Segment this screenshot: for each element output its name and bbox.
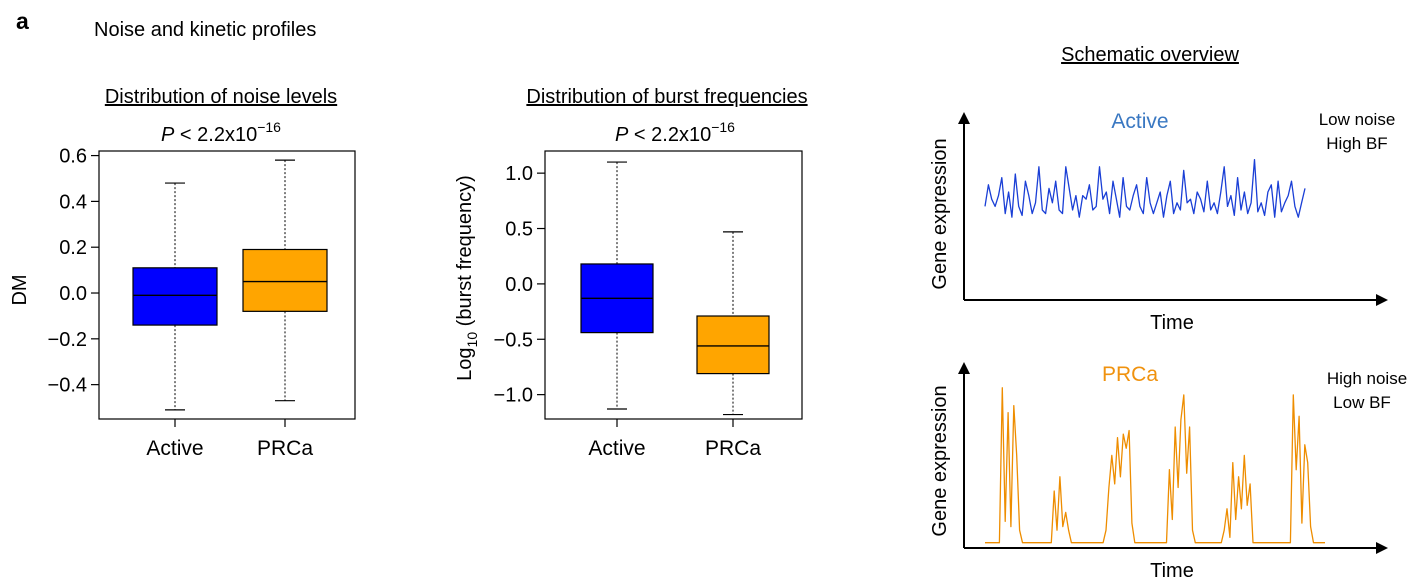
pvalue-burst-frequencies: P < 2.2x10−16 xyxy=(615,119,735,146)
box-active xyxy=(132,267,218,326)
note-line2-active: High BF xyxy=(1326,134,1387,153)
series-line-prca xyxy=(985,387,1325,544)
ylabel-rest: (burst frequency) xyxy=(454,175,476,332)
y-axis-label-active: Gene expression xyxy=(929,138,951,289)
y-tick-label: 1.0 xyxy=(505,163,533,185)
chart-title-burst-frequencies: Distribution of burst frequencies xyxy=(526,86,807,108)
x-tick-label: PRCa xyxy=(257,437,313,460)
note-line1-prca: High noise xyxy=(1327,369,1407,388)
pvalue-exp: −16 xyxy=(257,119,281,135)
chart-title-noise-levels: Distribution of noise levels xyxy=(105,86,337,108)
y-axis-label-noise: DM xyxy=(9,274,31,305)
y-axis-arrow-active xyxy=(958,112,970,124)
ylabel-main: Log xyxy=(454,347,476,380)
y-tick-label: 0.6 xyxy=(59,146,87,168)
y-tick-label: 0.0 xyxy=(59,283,87,305)
y-tick-label: 0.4 xyxy=(59,191,87,213)
noise-levels-boxplot: Distribution of noise levels P < 2.2x10−… xyxy=(9,86,356,460)
x-axis-arrow-active xyxy=(1376,294,1388,306)
box-prca xyxy=(696,315,770,375)
series-label-prca: PRCa xyxy=(1102,363,1158,386)
schematic-active-panel: Time Gene expression Active Low noise Hi… xyxy=(929,110,1395,334)
y-tick-label: −0.5 xyxy=(494,329,533,351)
y-tick-label: 0.2 xyxy=(59,237,87,259)
y-axis-arrow-prca xyxy=(958,362,970,374)
x-axis-label-active: Time xyxy=(1150,312,1194,334)
series-label-active: Active xyxy=(1111,110,1168,133)
x-tick-label: Active xyxy=(146,437,203,460)
x-axis-label-prca: Time xyxy=(1150,560,1194,582)
x-tick-label: Active xyxy=(588,437,645,460)
series-line-active xyxy=(984,158,1306,218)
y-axis-label-prca: Gene expression xyxy=(929,385,951,536)
schematic-title: Schematic overview xyxy=(1061,44,1239,66)
x-axis-arrow-prca xyxy=(1376,542,1388,554)
y-tick-label: −1.0 xyxy=(494,385,533,407)
note-line2-prca: Low BF xyxy=(1333,393,1391,412)
pvalue-exp: −16 xyxy=(711,119,735,135)
pvalue-prefix: P xyxy=(615,124,629,146)
section-title: Noise and kinetic profiles xyxy=(94,19,316,41)
pvalue-noise-levels: P < 2.2x10−16 xyxy=(161,119,281,146)
pvalue-prefix: P xyxy=(161,124,175,146)
y-tick-label: −0.4 xyxy=(48,375,87,397)
box-prca xyxy=(242,248,328,312)
y-tick-label: −0.2 xyxy=(48,329,87,351)
note-line1-active: Low noise xyxy=(1319,110,1396,129)
ylabel-sub: 10 xyxy=(464,332,480,348)
x-tick-label: PRCa xyxy=(705,437,761,460)
y-tick-label: 0.5 xyxy=(505,219,533,241)
plot-frame-noise xyxy=(98,150,356,420)
y-axis-label-burst: Log10 (burst frequency) xyxy=(454,175,480,381)
y-tick-label: 0.0 xyxy=(505,274,533,296)
pvalue-rel: < 2.2x10 xyxy=(628,124,711,146)
plot-frame-burst xyxy=(544,150,803,420)
schematic-prca-panel: Time Gene expression PRCa High noise Low… xyxy=(929,362,1407,582)
panel-label: a xyxy=(16,8,29,34)
burst-frequency-boxplot: Distribution of burst frequencies P < 2.… xyxy=(454,86,808,460)
pvalue-rel: < 2.2x10 xyxy=(174,124,257,146)
